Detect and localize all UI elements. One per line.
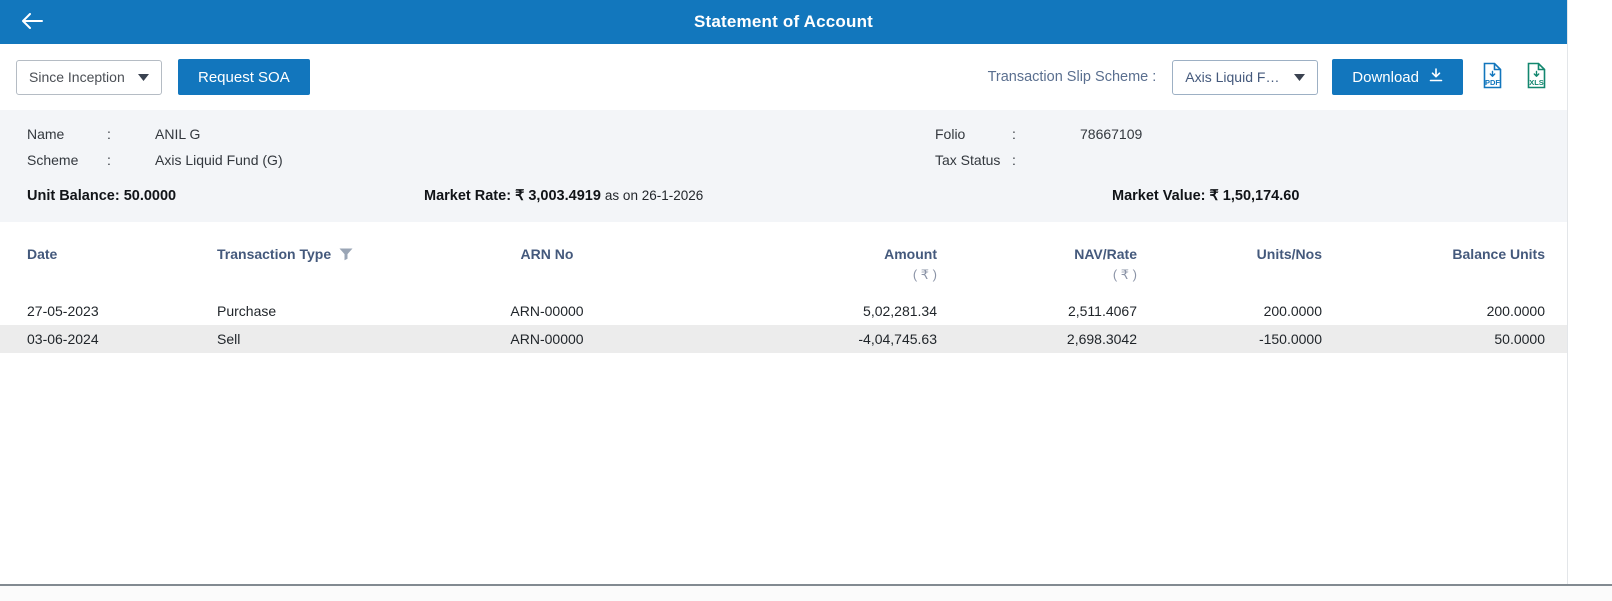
cell-transaction-type: Purchase xyxy=(217,303,277,319)
window-bottom-edge xyxy=(0,584,1612,586)
filter-icon[interactable] xyxy=(339,248,353,261)
export-xls-button[interactable]: XLS xyxy=(1521,62,1551,92)
scheme-label: Scheme xyxy=(27,152,79,168)
col-header-balance-units: Balance Units xyxy=(1452,246,1545,262)
colon: : xyxy=(1012,152,1016,168)
table-header-row: Date Transaction Type ARN No Amount ( ₹ … xyxy=(0,236,1567,297)
name-value: ANIL G xyxy=(155,126,201,142)
chevron-down-icon xyxy=(1294,68,1306,86)
cell-transaction-type: Sell xyxy=(217,331,241,347)
download-icon xyxy=(1429,68,1443,86)
cell-nav-rate: 2,698.3042 xyxy=(1066,331,1137,347)
transaction-slip-scheme-label: Transaction Slip Scheme : xyxy=(987,69,1157,85)
nav-rate-label: NAV/Rate xyxy=(1074,246,1137,262)
back-arrow-icon xyxy=(21,12,43,32)
transaction-type-label: Transaction Type xyxy=(217,246,332,262)
export-pdf-button[interactable]: PDF xyxy=(1477,62,1507,92)
unit-balance-label: Unit Balance: xyxy=(27,188,120,204)
colon: : xyxy=(107,152,111,168)
svg-text:PDF: PDF xyxy=(1485,78,1500,87)
col-header-date: Date xyxy=(27,246,58,262)
summary-row: Unit Balance: 50.0000 Market Rate: ₹ 3,0… xyxy=(0,185,1567,207)
name-label: Name xyxy=(27,126,65,142)
cell-arn-no: ARN-00000 xyxy=(510,331,584,347)
market-value-label: Market Value: xyxy=(1112,188,1206,204)
cell-arn-no: ARN-00000 xyxy=(510,303,584,319)
window-bottom-gap xyxy=(0,586,1612,601)
folio-label: Folio xyxy=(935,126,966,142)
cell-units-nos: 200.0000 xyxy=(1263,303,1322,319)
market-rate-label: Market Rate: xyxy=(424,188,512,204)
market-rate-asof: as on 26-1-2026 xyxy=(604,188,704,203)
col-header-nav-rate: NAV/Rate ( ₹ ) xyxy=(937,246,1137,283)
cell-date: 03-06-2024 xyxy=(27,331,99,347)
period-dropdown[interactable]: Since Inception xyxy=(16,59,162,95)
cell-amount: 5,02,281.34 xyxy=(863,303,937,319)
unit-balance: Unit Balance: 50.0000 xyxy=(27,188,424,204)
download-button[interactable]: Download xyxy=(1332,59,1463,95)
info-row-1: Name : ANIL G Folio : 78667109 xyxy=(0,121,1567,147)
col-header-units-nos: Units/Nos xyxy=(1256,246,1322,262)
page-title: Statement of Account xyxy=(693,12,874,31)
slip-scheme-dropdown-value: Axis Liquid Fu... xyxy=(1185,69,1285,85)
request-soa-label: Request SOA xyxy=(198,68,290,86)
unit-balance-value: 50.0000 xyxy=(123,188,177,204)
col-header-amount: Amount ( ₹ ) xyxy=(697,246,937,283)
folio-value: 78667109 xyxy=(1080,126,1143,142)
colon: : xyxy=(107,126,111,142)
statement-of-account-page: Statement of Account Since Inception Req… xyxy=(0,0,1568,584)
toolbar: Since Inception Request SOA Transaction … xyxy=(0,44,1567,110)
svg-text:XLS: XLS xyxy=(1529,78,1544,87)
table-row[interactable]: 03-06-2024 Sell ARN-00000 -4,04,745.63 2… xyxy=(0,325,1567,353)
cell-balance-units: 200.0000 xyxy=(1486,303,1545,319)
col-header-transaction-type: Transaction Type xyxy=(217,246,397,263)
market-value: Market Value: ₹ 1,50,174.60 xyxy=(1112,188,1299,204)
cell-amount: -4,04,745.63 xyxy=(858,331,937,347)
amount-label: Amount xyxy=(884,246,937,262)
pdf-file-icon: PDF xyxy=(1479,62,1506,92)
amount-currency-unit: ( ₹ ) xyxy=(912,267,937,282)
account-info-panel: Name : ANIL G Folio : 78667109 Scheme : … xyxy=(0,110,1567,222)
back-button[interactable] xyxy=(14,0,50,44)
chevron-down-icon xyxy=(138,68,149,86)
info-row-2: Scheme : Axis Liquid Fund (G) Tax Status… xyxy=(0,147,1567,173)
toolbar-right-group: Transaction Slip Scheme : Axis Liquid Fu… xyxy=(988,59,1551,95)
top-header-bar: Statement of Account xyxy=(0,0,1567,44)
download-label: Download xyxy=(1352,68,1419,86)
table-body: 27-05-2023 Purchase ARN-00000 5,02,281.3… xyxy=(0,297,1567,353)
col-header-arn-no: ARN No xyxy=(520,246,574,262)
nav-currency-unit: ( ₹ ) xyxy=(1112,267,1137,282)
toolbar-left-group: Since Inception Request SOA xyxy=(16,59,310,95)
market-rate: Market Rate: ₹ 3,003.4919 as on 26-1-202… xyxy=(424,188,1112,204)
cell-balance-units: 50.0000 xyxy=(1494,331,1545,347)
request-soa-button[interactable]: Request SOA xyxy=(178,59,310,95)
cell-nav-rate: 2,511.4067 xyxy=(1067,303,1137,319)
transactions-table: Date Transaction Type ARN No Amount ( ₹ … xyxy=(0,236,1567,353)
colon: : xyxy=(1012,126,1016,142)
tax-status-label: Tax Status xyxy=(935,152,1001,168)
cell-date: 27-05-2023 xyxy=(27,303,99,319)
period-dropdown-value: Since Inception xyxy=(29,69,125,85)
market-value-value: ₹ 1,50,174.60 xyxy=(1209,188,1300,204)
xls-file-icon: XLS xyxy=(1523,62,1550,92)
table-row[interactable]: 27-05-2023 Purchase ARN-00000 5,02,281.3… xyxy=(0,297,1567,325)
cell-units-nos: -150.0000 xyxy=(1258,331,1322,347)
slip-scheme-dropdown[interactable]: Axis Liquid Fu... xyxy=(1172,59,1319,95)
market-rate-value: ₹ 3,003.4919 xyxy=(515,188,601,204)
scheme-value: Axis Liquid Fund (G) xyxy=(155,152,283,168)
